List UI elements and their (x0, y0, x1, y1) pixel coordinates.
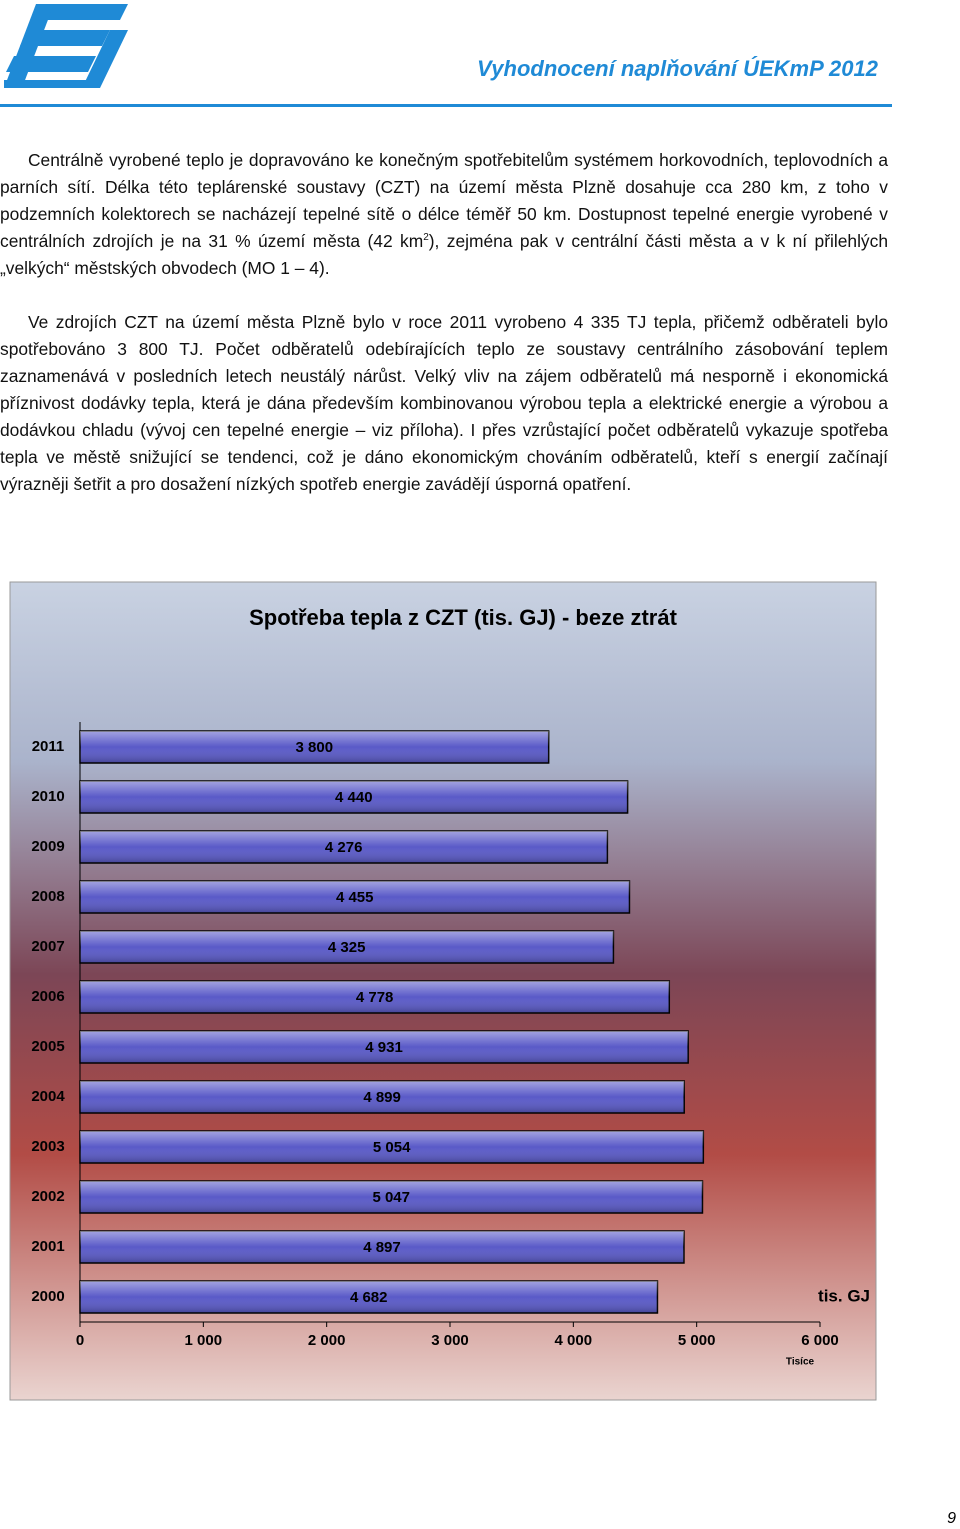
value-label: 4 778 (356, 989, 394, 1006)
header-title: Vyhodnocení naplňování ÚEKmP 2012 (477, 56, 878, 81)
y-tick-label: 2008 (31, 888, 64, 905)
text: ), zejména pak v centrální části města a… (0, 231, 888, 278)
y-tick-label: 2010 (31, 788, 64, 805)
y-tick-label: 2000 (31, 1288, 64, 1305)
bar-sheen (80, 731, 549, 763)
bar-sheen (80, 1231, 684, 1263)
axis-note: Tisíce (786, 1357, 815, 1368)
paragraph: Centrálně vyrobené teplo je dopravováno … (0, 147, 888, 282)
bar-sheen (80, 1181, 703, 1213)
bar-sheen (80, 1081, 685, 1113)
y-tick-label: 2009 (31, 838, 64, 855)
text: Centrálně vyrobené teplo je dopravováno … (0, 150, 888, 251)
chart: Spotřeba tepla z CZT (tis. GJ) - beze zt… (9, 581, 877, 1401)
value-label: 4 897 (363, 1239, 401, 1256)
x-tick-label: 6 000 (801, 1332, 839, 1349)
text: Ve zdrojích CZT na území města Plzně byl… (0, 312, 888, 494)
value-label: 5 054 (373, 1139, 411, 1156)
value-label: 4 931 (365, 1039, 403, 1056)
x-tick-label: 2 000 (308, 1332, 346, 1349)
x-tick-label: 0 (76, 1332, 84, 1349)
y-tick-label: 2006 (31, 988, 64, 1005)
page-number: 9 (947, 1510, 956, 1527)
x-tick-label: 4 000 (555, 1332, 593, 1349)
y-tick-label: 2005 (31, 1038, 64, 1055)
chart-title: Spotřeba tepla z CZT (tis. GJ) - beze zt… (249, 605, 678, 630)
bar-sheen (80, 781, 628, 813)
bar-sheen (80, 881, 630, 913)
bar-sheen (80, 831, 608, 863)
value-label: 3 800 (296, 739, 334, 756)
value-label: 4 440 (335, 789, 373, 806)
value-label: 4 276 (325, 839, 363, 856)
x-tick-label: 5 000 (678, 1332, 716, 1349)
unit-label: tis. GJ (818, 1286, 870, 1305)
bar-sheen (80, 1031, 689, 1063)
y-tick-label: 2007 (31, 938, 64, 955)
y-tick-label: 2004 (31, 1088, 65, 1105)
logo (4, 4, 128, 88)
value-label: 4 899 (363, 1089, 401, 1106)
bar-sheen (80, 1131, 704, 1163)
bar-sheen (80, 931, 614, 963)
x-tick-label: 1 000 (185, 1332, 223, 1349)
superscript: 2 (423, 232, 429, 243)
bar-sheen (80, 981, 670, 1013)
header-rule (0, 104, 892, 107)
y-tick-label: 2002 (31, 1188, 64, 1205)
y-tick-label: 2003 (31, 1138, 64, 1155)
value-label: 5 047 (372, 1189, 410, 1206)
x-tick-label: 3 000 (431, 1332, 469, 1349)
value-label: 4 455 (336, 889, 374, 906)
value-label: 4 682 (350, 1289, 388, 1306)
value-label: 4 325 (328, 939, 366, 956)
bar-sheen (80, 1281, 658, 1313)
y-tick-label: 2011 (32, 738, 65, 755)
paragraph: Ve zdrojích CZT na území města Plzně byl… (0, 309, 888, 498)
y-tick-label: 2001 (31, 1238, 64, 1255)
